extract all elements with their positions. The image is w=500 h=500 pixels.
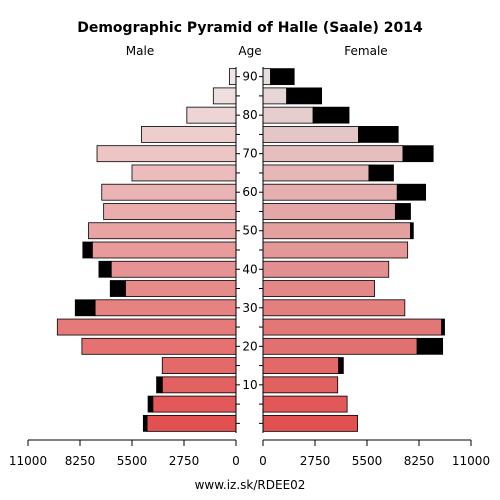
male-bar-60-64 <box>101 183 237 201</box>
male-bar-45-49 <box>91 241 237 259</box>
age-tick-label: 70 <box>242 147 257 161</box>
female-excess-bar-20-24 <box>416 337 444 355</box>
male-excess-bar-45-49 <box>82 241 93 259</box>
female-bar-10-14 <box>262 376 339 394</box>
axes-group: 90 80 70 60 50 40 30 20 10 11000 8250 5500 2750 0 0 275… <box>9 67 490 468</box>
male-bar-25-29 <box>56 318 237 336</box>
male-label: Male <box>126 44 154 58</box>
age-tick-label: 20 <box>242 339 257 353</box>
age-tick-label: 30 <box>242 301 257 315</box>
female-bar-45-49 <box>262 241 409 259</box>
female-x-tick-label: 2750 <box>300 454 331 468</box>
male-bar-15-19 <box>161 357 237 374</box>
female-x-tick-label: 0 <box>259 454 267 468</box>
male-x-tick-label: 11000 <box>9 454 47 468</box>
female-excess-bar-15-19 <box>338 357 344 374</box>
male-bar-50-54 <box>88 222 237 240</box>
age-tick-label: 90 <box>242 70 257 84</box>
female-excess-bar-55-59 <box>394 203 411 220</box>
female-excess-bar-85-89 <box>286 87 323 105</box>
male-excess-bar-5-9 <box>147 395 154 413</box>
female-bar-75-79 <box>262 126 359 143</box>
age-tick-label: 10 <box>242 378 257 392</box>
male-bar-55-59 <box>103 203 237 220</box>
age-tick-label: 80 <box>242 108 257 122</box>
age-label: Age <box>238 44 261 58</box>
female-bar-70-74 <box>262 145 404 163</box>
age-tick-label: 60 <box>242 185 257 199</box>
male-x-tick-label: 5500 <box>117 454 148 468</box>
male-bar-90+ <box>228 68 237 86</box>
female-bar-15-19 <box>262 357 340 374</box>
age-tick-label: 40 <box>242 262 257 276</box>
female-bar-80-84 <box>262 106 314 124</box>
female-x-tick-label: 11000 <box>452 454 490 468</box>
male-bar-80-84 <box>186 106 237 124</box>
source-label: www.iz.sk/RDEE02 <box>195 478 306 492</box>
female-bar-35-39 <box>262 280 375 297</box>
female-label: Female <box>344 44 387 58</box>
male-excess-bar-30-34 <box>74 299 96 317</box>
female-excess-bar-90+ <box>270 68 295 86</box>
female-bar-5-9 <box>262 395 348 413</box>
female-excess-bar-65-69 <box>368 164 394 182</box>
female-bar-50-54 <box>262 222 411 240</box>
male-bar-35-39 <box>124 280 237 297</box>
female-excess-bar-75-79 <box>358 126 399 143</box>
male-excess-bar-35-39 <box>109 280 126 297</box>
female-bar-25-29 <box>262 318 443 336</box>
male-bar-10-14 <box>161 376 237 394</box>
male-excess-bar-0-4 <box>142 414 148 432</box>
female-bar-55-59 <box>262 203 396 220</box>
female-bar-20-24 <box>262 337 418 355</box>
female-bar-40-44 <box>262 260 390 278</box>
female-excess-bar-25-29 <box>441 318 445 336</box>
male-bar-70-74 <box>96 145 237 163</box>
female-bar-60-64 <box>262 183 398 201</box>
age-tick-label: 50 <box>242 224 257 238</box>
male-bar-40-44 <box>110 260 237 278</box>
male-bar-75-79 <box>141 126 237 143</box>
male-x-tick-label: 8250 <box>65 454 96 468</box>
male-excess-bar-40-44 <box>98 260 112 278</box>
male-bar-85-89 <box>212 87 237 105</box>
male-bar-5-9 <box>152 395 237 413</box>
bars-group <box>56 68 445 432</box>
male-x-tick-label: 2750 <box>169 454 200 468</box>
male-x-tick-label: 0 <box>232 454 240 468</box>
female-excess-bar-50-54 <box>410 222 414 240</box>
male-bar-65-69 <box>131 164 237 182</box>
female-bar-90+ <box>262 68 271 86</box>
female-excess-bar-70-74 <box>402 145 434 163</box>
female-x-tick-label: 5500 <box>352 454 383 468</box>
male-bar-0-4 <box>146 414 237 432</box>
female-bar-85-89 <box>262 87 288 105</box>
male-bar-20-24 <box>81 337 237 355</box>
male-bar-30-34 <box>94 299 237 317</box>
female-bar-30-34 <box>262 299 406 317</box>
female-x-tick-label: 8250 <box>404 454 435 468</box>
female-excess-bar-60-64 <box>396 183 427 201</box>
male-excess-bar-10-14 <box>156 376 163 394</box>
female-bar-65-69 <box>262 164 370 182</box>
female-bar-0-4 <box>262 414 358 432</box>
chart-title: Demographic Pyramid of Halle (Saale) 201… <box>77 20 423 36</box>
female-excess-bar-80-84 <box>312 106 350 124</box>
